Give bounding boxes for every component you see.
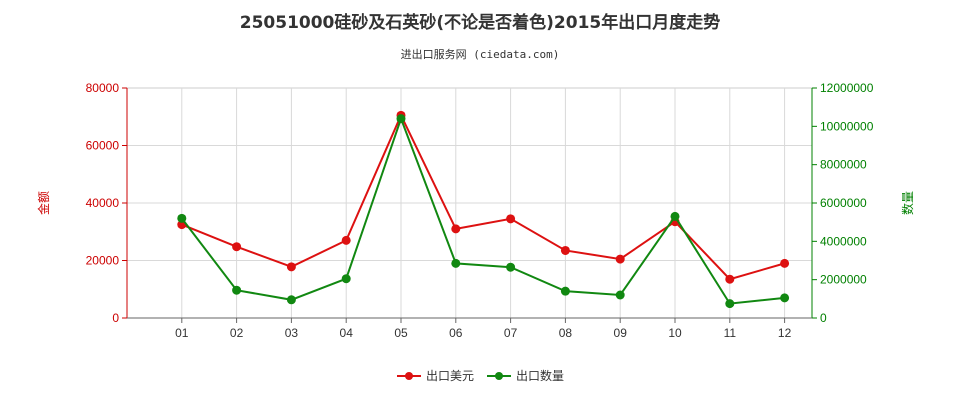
y-left-axis-label: 金额	[36, 191, 51, 215]
x-tick-label: 04	[340, 326, 354, 340]
legend-label-2[interactable]: 出口数量	[516, 368, 564, 383]
data-point-series-1[interactable]	[451, 224, 461, 234]
y-left-tick-label: 40000	[86, 196, 120, 210]
y-left-tick-label: 60000	[86, 139, 120, 153]
data-point-series-2[interactable]	[451, 258, 461, 268]
data-point-series-2[interactable]	[560, 286, 570, 296]
data-point-series-1[interactable]	[232, 242, 242, 252]
y-left-tick-label: 20000	[86, 254, 120, 268]
y-right-tick-label: 4000000	[820, 234, 867, 248]
data-point-series-2[interactable]	[780, 293, 790, 303]
y-right-tick-label: 2000000	[820, 273, 867, 287]
chart-subtitle: 进出口服务网 (ciedata.com)	[401, 47, 560, 61]
legend[interactable]: 出口美元 出口数量	[397, 368, 564, 383]
data-point-series-2[interactable]	[725, 299, 735, 309]
data-point-series-2[interactable]	[286, 295, 296, 305]
y-right-axis-label: 数量	[900, 191, 915, 215]
data-point-series-1[interactable]	[780, 258, 790, 268]
series-line-1	[181, 112, 785, 281]
x-tick-label: 11	[724, 326, 737, 340]
x-tick-label: 01	[175, 326, 189, 340]
grid-layer	[126, 87, 813, 319]
y-left-tick-label: 80000	[86, 81, 120, 95]
data-point-series-1[interactable]	[286, 262, 296, 272]
series-layer	[177, 110, 790, 309]
y-right-tick-label: 0	[820, 311, 827, 325]
data-point-series-2[interactable]	[232, 285, 242, 295]
x-tick-label: 03	[285, 326, 299, 340]
legend-marker-2	[495, 372, 503, 380]
data-point-series-1[interactable]	[725, 274, 735, 284]
chart-title: 25051000硅砂及石英砂(不论是否着色)2015年出口月度走势	[240, 12, 720, 33]
x-tick-label: 08	[559, 326, 573, 340]
legend-label-1[interactable]: 出口美元	[426, 369, 474, 383]
legend-marker-1	[405, 372, 413, 380]
y-right-tick-label: 8000000	[820, 158, 867, 172]
data-point-series-1[interactable]	[615, 254, 625, 264]
x-tick-label: 12	[778, 326, 792, 340]
data-point-series-2[interactable]	[670, 211, 680, 221]
data-point-series-1[interactable]	[560, 245, 570, 255]
y-right-tick-label: 10000000	[820, 119, 874, 133]
x-tick-label: 06	[449, 326, 463, 340]
data-point-series-2[interactable]	[396, 114, 406, 124]
x-tick-label: 10	[668, 326, 682, 340]
y-left-tick-label: 0	[112, 311, 119, 325]
x-tick-label: 07	[504, 326, 518, 340]
data-point-series-2[interactable]	[177, 213, 187, 223]
data-point-series-2[interactable]	[615, 290, 625, 300]
series-line-2	[181, 115, 785, 305]
x-tick-label: 05	[394, 326, 408, 340]
x-tick-label: 02	[230, 326, 244, 340]
x-tick-label: 09	[614, 326, 628, 340]
data-point-series-2[interactable]	[506, 262, 516, 272]
data-point-series-1[interactable]	[341, 235, 351, 245]
y-right-tick-label: 6000000	[820, 196, 867, 210]
data-point-series-2[interactable]	[341, 274, 351, 284]
data-point-series-1[interactable]	[506, 214, 516, 224]
axes-layer: 0 20000 40000 60000 80000 金额 0 2000000 4000000 60…	[36, 81, 915, 340]
y-right-tick-label: 12000000	[820, 81, 874, 95]
